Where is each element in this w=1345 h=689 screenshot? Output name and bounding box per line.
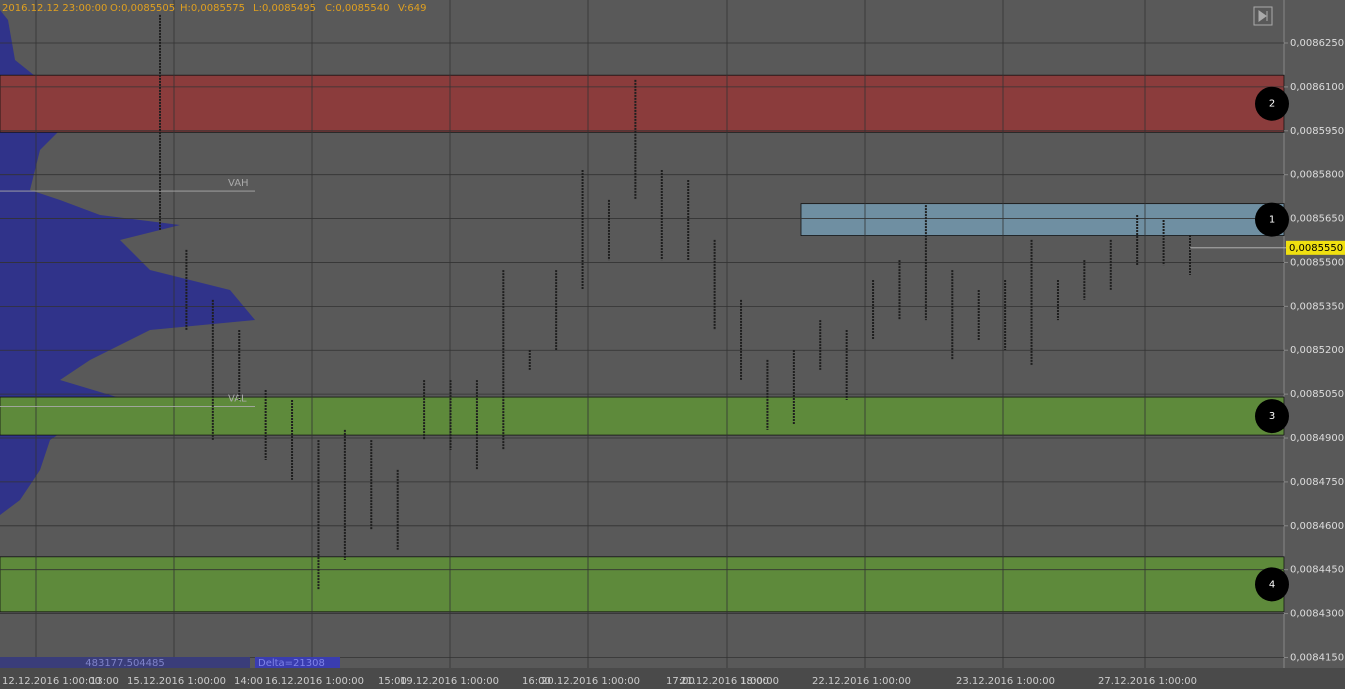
y-tick-label: 0,0085800: [1290, 170, 1344, 181]
time-label: 18:00: [740, 676, 769, 687]
delta: Delta=21308: [258, 658, 325, 669]
time-label: 15:00: [378, 676, 407, 687]
delta-box: [255, 657, 340, 668]
volume-total: 483177.504485: [85, 658, 165, 669]
y-tick-label: 0,0085200: [1290, 345, 1344, 356]
bar-low: L:0,0085495: [253, 3, 316, 14]
zone-marker-label: 4: [1269, 579, 1275, 590]
time-label: 21.12.2016 1:00:00: [680, 676, 779, 687]
level-label: VAL: [228, 393, 247, 404]
y-tick-label: 0,0085350: [1290, 301, 1344, 312]
volume-box: [0, 657, 250, 668]
time-label: 15.12.2016 1:00:00: [127, 676, 226, 687]
zone: [0, 396, 1285, 436]
bar-high: H:0,0085575: [180, 3, 245, 14]
bar-volume: V:649: [398, 3, 426, 14]
zone-marker-label: 1: [1269, 215, 1275, 226]
time-axis: [0, 668, 1345, 689]
last-price-label: 0,0085550: [1289, 243, 1343, 254]
zone-marker: [1255, 399, 1289, 434]
time-label: 16:00: [522, 676, 551, 687]
y-tick-label: 0,0085050: [1290, 389, 1344, 400]
time-label: 17:00: [666, 676, 695, 687]
time-label: 22.12.2016 1:00:00: [812, 676, 911, 687]
zone-marker-label: 2: [1269, 99, 1275, 110]
time-label: 23.12.2016 1:00:00: [956, 676, 1055, 687]
y-tick-label: 0,0085950: [1290, 126, 1344, 137]
zone: [0, 556, 1285, 613]
scroll-icon: [1258, 10, 1268, 22]
y-tick-label: 0,0084900: [1290, 433, 1344, 444]
time-label: 20.12.2016 1:00:00: [541, 676, 640, 687]
bar-close: C:0,0085540: [325, 3, 389, 14]
time-label: 13:00: [90, 676, 119, 687]
zone: [0, 74, 1285, 133]
time-label: 19.12.2016 1:00:00: [400, 676, 499, 687]
time-label: 14:00: [234, 676, 263, 687]
y-tick-label: 0,0084300: [1290, 609, 1344, 620]
y-tick-label: 0,0084600: [1290, 521, 1344, 532]
time-label: 16.12.2016 1:00:00: [265, 676, 364, 687]
y-tick-label: 0,0086100: [1290, 82, 1344, 93]
zone-marker: [1255, 567, 1289, 602]
time-label: 27.12.2016 1:00:00: [1098, 676, 1197, 687]
y-tick-label: 0,0084450: [1290, 565, 1344, 576]
y-tick-label: 0,0084150: [1290, 652, 1344, 663]
zone-marker: [1255, 86, 1289, 121]
y-tick-label: 0,0086250: [1290, 38, 1344, 49]
y-tick-label: 0,0085650: [1290, 214, 1344, 225]
bar-time: 2016.12.12 23:00:00: [2, 3, 107, 14]
zone-marker: [1255, 202, 1289, 237]
price-axis: [1284, 0, 1345, 689]
y-tick-label: 0,0084750: [1290, 477, 1344, 488]
y-tick-label: 0,0085500: [1290, 257, 1344, 268]
zone: [800, 203, 1285, 236]
time-label: 12.12.2016 1:00:00: [2, 676, 101, 687]
zone-marker-label: 3: [1269, 411, 1275, 422]
level-label: VAH: [228, 178, 249, 189]
last-price-box: [1286, 240, 1345, 255]
bar-open: O:0,0085505: [110, 3, 175, 14]
header: 2016.12.12 23:00:00 O:0,0085505 H:0,0085…: [2, 3, 426, 14]
scroll-end-button[interactable]: [1253, 6, 1273, 26]
